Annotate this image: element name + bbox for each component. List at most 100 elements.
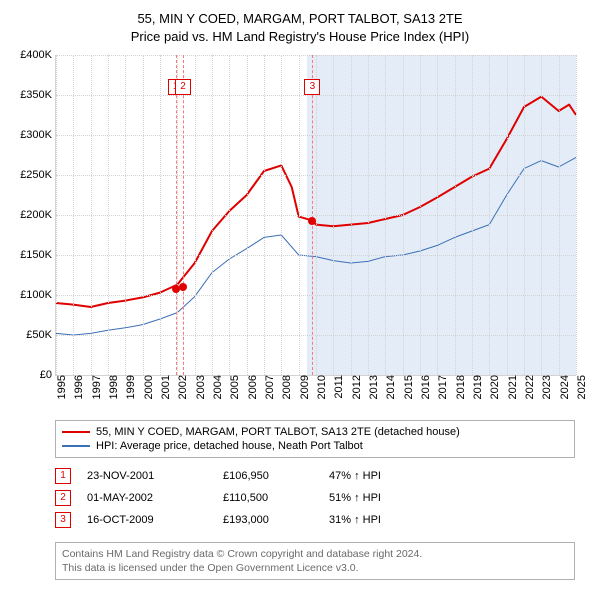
- x-tick-label: 2013: [364, 375, 380, 399]
- gridline-v: [455, 55, 456, 375]
- gridline-v: [316, 55, 317, 375]
- event-marker-box: 2: [175, 79, 191, 95]
- gridline-v: [125, 55, 126, 375]
- event-line: [183, 55, 184, 375]
- footer-line-1: Contains HM Land Registry data © Crown c…: [62, 547, 568, 561]
- chart-plot-area: £0£50K£100K£150K£200K£250K£300K£350K£400…: [55, 55, 576, 376]
- y-tick-label: £250K: [20, 169, 56, 181]
- legend-item-hpi: HPI: Average price, detached house, Neat…: [62, 439, 568, 453]
- x-tick-label: 2007: [260, 375, 276, 399]
- x-tick-label: 2019: [468, 375, 484, 399]
- y-tick-label: £150K: [20, 249, 56, 261]
- gridline-v: [524, 55, 525, 375]
- x-tick-label: 2015: [399, 375, 415, 399]
- event-dot: [179, 283, 187, 291]
- x-tick-label: 1995: [52, 375, 68, 399]
- gridline-v: [541, 55, 542, 375]
- legend-swatch: [62, 445, 90, 447]
- transaction-marker: 2: [55, 490, 71, 506]
- x-tick-label: 2020: [485, 375, 501, 399]
- gridline-v: [195, 55, 196, 375]
- x-tick-label: 2012: [347, 375, 363, 399]
- x-tick-label: 2009: [295, 375, 311, 399]
- event-line: [176, 55, 177, 375]
- gridline-v: [108, 55, 109, 375]
- x-tick-label: 2021: [503, 375, 519, 399]
- transaction-date: 16-OCT-2009: [87, 514, 207, 526]
- x-tick-label: 2024: [555, 375, 571, 399]
- gridline-v: [351, 55, 352, 375]
- transaction-price: £106,950: [223, 470, 313, 482]
- y-tick-label: £400K: [20, 49, 56, 61]
- footer-line-2: This data is licensed under the Open Gov…: [62, 561, 568, 575]
- gridline-v: [437, 55, 438, 375]
- x-tick-label: 2022: [520, 375, 536, 399]
- transaction-delta: 51% ↑ HPI: [329, 492, 381, 504]
- gridline-v: [489, 55, 490, 375]
- page: 55, MIN Y COED, MARGAM, PORT TALBOT, SA1…: [0, 0, 600, 590]
- y-tick-label: £200K: [20, 209, 56, 221]
- attribution-footer: Contains HM Land Registry data © Crown c…: [55, 542, 575, 580]
- transaction-date: 23-NOV-2001: [87, 470, 207, 482]
- event-marker-box: 3: [304, 79, 320, 95]
- gridline-v: [143, 55, 144, 375]
- gridline-v: [264, 55, 265, 375]
- x-tick-label: 2004: [208, 375, 224, 399]
- y-tick-label: £100K: [20, 289, 56, 301]
- gridline-v: [576, 55, 577, 375]
- x-tick-label: 1998: [104, 375, 120, 399]
- legend-label: HPI: Average price, detached house, Neat…: [96, 440, 363, 452]
- x-tick-label: 2014: [381, 375, 397, 399]
- transaction-delta: 31% ↑ HPI: [329, 514, 381, 526]
- x-tick-label: 2010: [312, 375, 328, 399]
- y-tick-label: £50K: [26, 329, 56, 341]
- event-line: [312, 55, 313, 375]
- chart-title: 55, MIN Y COED, MARGAM, PORT TALBOT, SA1…: [0, 0, 600, 46]
- gridline-v: [507, 55, 508, 375]
- x-tick-label: 2003: [191, 375, 207, 399]
- y-tick-label: £350K: [20, 89, 56, 101]
- transaction-row: 3 16-OCT-2009 £193,000 31% ↑ HPI: [55, 509, 575, 531]
- gridline-v: [559, 55, 560, 375]
- x-tick-label: 2005: [225, 375, 241, 399]
- transaction-row: 2 01-MAY-2002 £110,500 51% ↑ HPI: [55, 487, 575, 509]
- gridline-v: [160, 55, 161, 375]
- transaction-marker: 1: [55, 468, 71, 484]
- gridline-v: [56, 55, 57, 375]
- legend: 55, MIN Y COED, MARGAM, PORT TALBOT, SA1…: [55, 420, 575, 458]
- gridline-v: [247, 55, 248, 375]
- gridline-v: [281, 55, 282, 375]
- x-tick-label: 1996: [69, 375, 85, 399]
- y-tick-label: £300K: [20, 129, 56, 141]
- gridline-v: [177, 55, 178, 375]
- transaction-price: £193,000: [223, 514, 313, 526]
- gridline-v: [385, 55, 386, 375]
- gridline-v: [212, 55, 213, 375]
- gridline-v: [91, 55, 92, 375]
- transaction-row: 1 23-NOV-2001 £106,950 47% ↑ HPI: [55, 465, 575, 487]
- event-dot: [308, 217, 316, 225]
- gridline-v: [368, 55, 369, 375]
- transaction-marker: 3: [55, 512, 71, 528]
- x-tick-label: 2000: [139, 375, 155, 399]
- x-tick-label: 2006: [243, 375, 259, 399]
- x-tick-label: 2018: [451, 375, 467, 399]
- gridline-v: [472, 55, 473, 375]
- gridline-v: [403, 55, 404, 375]
- x-tick-label: 2016: [416, 375, 432, 399]
- transactions-list: 1 23-NOV-2001 £106,950 47% ↑ HPI 2 01-MA…: [55, 465, 575, 531]
- gridline-v: [73, 55, 74, 375]
- x-tick-label: 2023: [537, 375, 553, 399]
- x-tick-label: 2025: [572, 375, 588, 399]
- gridline-v: [420, 55, 421, 375]
- gridline-v: [333, 55, 334, 375]
- title-line-2: Price paid vs. HM Land Registry's House …: [0, 28, 600, 46]
- legend-label: 55, MIN Y COED, MARGAM, PORT TALBOT, SA1…: [96, 426, 460, 438]
- title-line-1: 55, MIN Y COED, MARGAM, PORT TALBOT, SA1…: [0, 10, 600, 28]
- x-tick-label: 1997: [87, 375, 103, 399]
- x-tick-label: 2001: [156, 375, 172, 399]
- legend-swatch: [62, 431, 90, 433]
- gridline-v: [229, 55, 230, 375]
- x-tick-label: 2008: [277, 375, 293, 399]
- gridline-v: [299, 55, 300, 375]
